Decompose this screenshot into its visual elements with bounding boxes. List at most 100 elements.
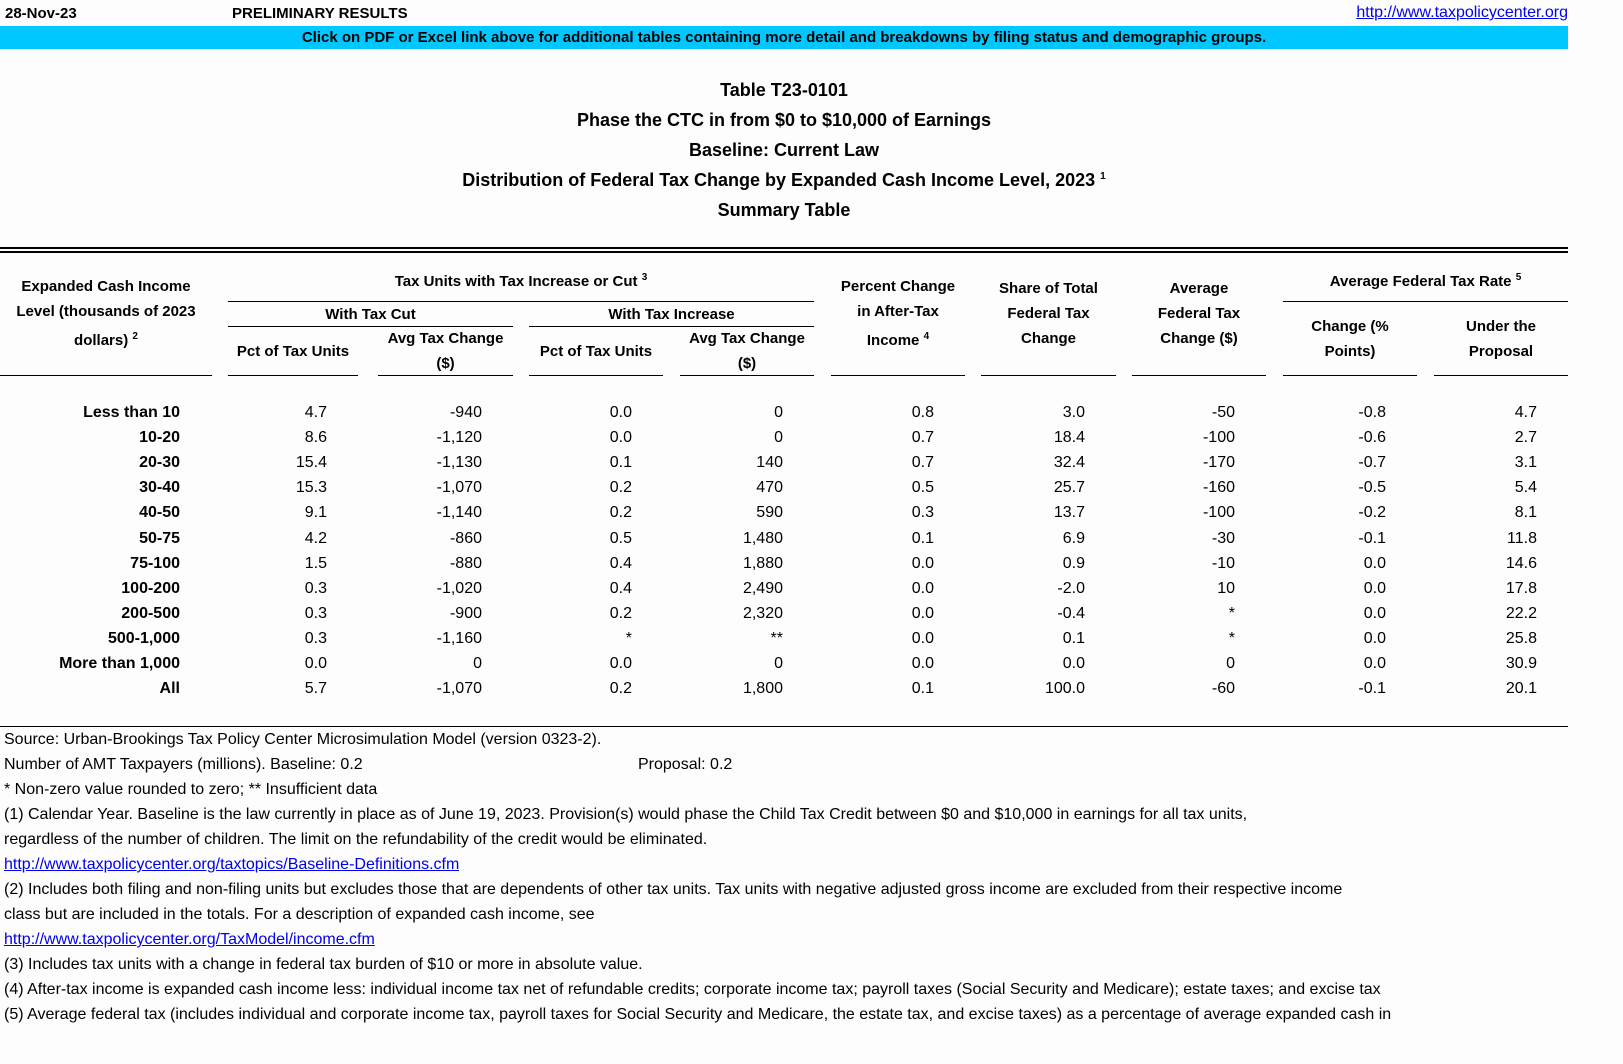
table-cell: -10 bbox=[1211, 554, 1235, 572]
header-line: Points) bbox=[1324, 343, 1376, 360]
column-underline bbox=[0, 375, 212, 376]
header-income-level: Expanded Cash Income Level (thousands of… bbox=[0, 274, 212, 353]
table-cell: -60 bbox=[1211, 680, 1235, 698]
row-label: 500-1,000 bbox=[107, 629, 180, 647]
table-cell: 32.4 bbox=[1053, 454, 1085, 472]
table-cell: 0.0 bbox=[609, 404, 632, 421]
header-line: Change (% bbox=[1311, 318, 1389, 335]
table-cell: 18.4 bbox=[1053, 429, 1085, 447]
table-cell: -1,160 bbox=[436, 629, 482, 647]
summary-title: Summary Table bbox=[717, 200, 851, 220]
table-cell: 4.7 bbox=[1514, 404, 1537, 421]
table-cell: 0.7 bbox=[911, 429, 934, 447]
table-cell: 0.0 bbox=[609, 429, 632, 447]
row-label: 20-30 bbox=[139, 454, 180, 472]
table-cell: 13.7 bbox=[1053, 504, 1085, 522]
header-cut-pct-units: Pct of Tax Units bbox=[236, 343, 350, 360]
header-line: Share of Total bbox=[999, 280, 1098, 297]
table-cell: 3.0 bbox=[1062, 404, 1085, 421]
table-cell: 0.3 bbox=[304, 604, 327, 622]
double-rule-top bbox=[0, 247, 1568, 249]
legend-note: * Non-zero value rounded to zero; ** Ins… bbox=[4, 781, 378, 798]
table-cell: 0.1 bbox=[1062, 629, 1085, 647]
table-cell: * bbox=[1228, 604, 1235, 622]
table-cell: 5.4 bbox=[1514, 479, 1537, 497]
baseline-definitions-link[interactable]: http://www.taxpolicycenter.org/taxtopics… bbox=[4, 856, 459, 874]
table-cell: 0.5 bbox=[609, 529, 632, 547]
table-cell: -170 bbox=[1202, 454, 1235, 472]
tpc-link[interactable]: http://www.taxpolicycenter.org bbox=[1356, 4, 1568, 21]
header-line: in After-Tax bbox=[857, 303, 939, 320]
table-cell: -2.0 bbox=[1057, 579, 1085, 597]
table-cell: 0 bbox=[774, 404, 783, 421]
column-underline bbox=[981, 375, 1116, 376]
amt-note: Number of AMT Taxpayers (millions). Base… bbox=[4, 756, 363, 773]
header-line: Change bbox=[1020, 330, 1076, 347]
table-cell: 0.0 bbox=[911, 604, 934, 622]
header-line: Under the bbox=[1465, 318, 1536, 335]
header-line: Level (thousands of 2023 bbox=[16, 303, 196, 320]
footnote-4: (4) After-tax income is expanded cash in… bbox=[4, 981, 1381, 998]
table-cell: 0.0 bbox=[609, 655, 632, 672]
table-cell: 0.2 bbox=[609, 479, 632, 497]
income-definition-link[interactable]: http://www.taxpolicycenter.org/TaxModel/… bbox=[4, 931, 375, 949]
table-cell: 470 bbox=[756, 479, 783, 497]
table-cell: 0.0 bbox=[304, 655, 327, 672]
table-cell: -100 bbox=[1202, 429, 1235, 447]
header-underline bbox=[529, 326, 814, 327]
footnote-2: (2) Includes both filing and non-filing … bbox=[4, 881, 1343, 898]
row-label: All bbox=[159, 680, 180, 698]
table-cell: -160 bbox=[1202, 479, 1235, 497]
table-cell: -0.5 bbox=[1358, 479, 1386, 497]
table-cell: 0.0 bbox=[911, 629, 934, 647]
header-text: Average Federal Tax Rate bbox=[1329, 273, 1512, 290]
table-cell: -50 bbox=[1211, 404, 1235, 421]
table-cell: 0.1 bbox=[911, 680, 934, 698]
table-cell: -900 bbox=[449, 604, 482, 622]
header-underline bbox=[228, 326, 513, 327]
info-banner: Click on PDF or Excel link above for add… bbox=[0, 26, 1568, 49]
table-title: Phase the CTC in from $0 to $10,000 of E… bbox=[576, 110, 992, 130]
distribution-title: Distribution of Federal Tax Change by Ex… bbox=[0, 170, 1568, 191]
table-cell: 1,880 bbox=[742, 554, 783, 572]
table-cell: -0.2 bbox=[1358, 504, 1386, 522]
table-cell: -100 bbox=[1202, 504, 1235, 522]
table-cell: 0.0 bbox=[1363, 655, 1386, 672]
header-line: Change ($) bbox=[1160, 330, 1238, 347]
column-underline bbox=[1434, 375, 1568, 376]
table-id: Table T23-0101 bbox=[720, 80, 848, 100]
table-cell: 3.1 bbox=[1514, 454, 1537, 472]
row-label: More than 1,000 bbox=[59, 655, 180, 672]
table-cell: -1,140 bbox=[436, 504, 482, 522]
column-underline bbox=[680, 375, 814, 376]
table-cell: -940 bbox=[449, 404, 482, 421]
table-cell: 6.9 bbox=[1062, 529, 1085, 547]
table-cell: -1,130 bbox=[436, 454, 482, 472]
table-cell: 17.8 bbox=[1505, 579, 1537, 597]
table-cell: 1,480 bbox=[742, 529, 783, 547]
table-cell: 9.1 bbox=[304, 504, 327, 522]
link-text[interactable]: http://www.taxpolicycenter.org/TaxModel/… bbox=[4, 931, 375, 948]
header-avg-tax-rate: Average Federal Tax Rate 5 bbox=[1283, 265, 1568, 294]
header-rate-under-proposal: Under the Proposal bbox=[1434, 314, 1568, 364]
header-line: Average bbox=[1169, 280, 1229, 297]
table-cell: 0 bbox=[774, 429, 783, 447]
table-cell: 2,490 bbox=[742, 579, 783, 597]
header-text: Tax Units with Tax Increase or Cut bbox=[394, 273, 638, 290]
table-cell: 0.5 bbox=[911, 479, 934, 497]
table-cell: 140 bbox=[756, 454, 783, 472]
header-line: Proposal bbox=[1468, 343, 1534, 360]
table-cell: 8.6 bbox=[304, 429, 327, 447]
link-text[interactable]: http://www.taxpolicycenter.org/taxtopics… bbox=[4, 856, 460, 873]
column-underline bbox=[1283, 375, 1417, 376]
table-cell: 4.2 bbox=[304, 529, 327, 547]
column-underline bbox=[529, 375, 663, 376]
table-cell: 0.3 bbox=[304, 579, 327, 597]
table-cell: 0.4 bbox=[609, 554, 632, 572]
header-line: Expanded Cash Income bbox=[21, 278, 191, 295]
header-line: ($) bbox=[436, 355, 455, 372]
row-label: 100-200 bbox=[121, 579, 180, 597]
preliminary-label: PRELIMINARY RESULTS bbox=[232, 5, 408, 22]
table-cell: 100.0 bbox=[1044, 680, 1085, 698]
table-cell: ** bbox=[770, 629, 783, 647]
